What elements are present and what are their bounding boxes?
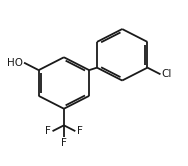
- Text: HO: HO: [7, 58, 23, 68]
- Text: Cl: Cl: [161, 69, 172, 79]
- Text: F: F: [77, 126, 83, 136]
- Text: F: F: [45, 126, 51, 136]
- Text: F: F: [61, 138, 67, 148]
